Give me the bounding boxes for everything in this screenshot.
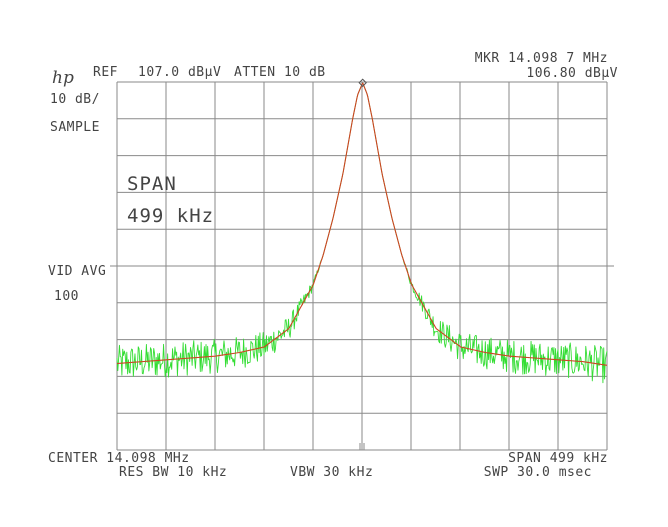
trace-layer <box>116 78 608 384</box>
detector-mode: SAMPLE <box>50 120 100 135</box>
sweep-time-readout: SWP 30.0 msec <box>484 465 592 480</box>
marker-diamond <box>358 78 367 87</box>
resolution-bandwidth-readout: RES BW 10 kHz <box>119 465 227 480</box>
graticule-grid <box>110 81 614 451</box>
center-frequency-readout: CENTER 14.098 MHz <box>48 451 190 466</box>
ref-level-readout: 107.0 dBµV <box>138 65 221 80</box>
attenuation-readout: ATTEN 10 dB <box>234 65 326 80</box>
span-readout: SPAN 499 kHz <box>508 451 608 466</box>
hp-logo: hp <box>52 68 74 88</box>
video-bandwidth-readout: VBW 30 kHz <box>290 465 373 480</box>
marker-frequency-readout: MKR 14.098 7 MHz <box>475 51 608 66</box>
video-average-count: 100 <box>54 289 79 304</box>
video-average-label: VID AVG <box>48 264 106 279</box>
scale-readout: 10 dB/ <box>50 92 100 107</box>
marker-level-readout: 106.80 dBµV <box>526 66 618 81</box>
span-title: SPAN <box>127 173 177 195</box>
averaged-trace-line <box>116 82 608 366</box>
ref-label: REF <box>93 65 118 80</box>
span-value: 499 kHz <box>127 205 214 227</box>
